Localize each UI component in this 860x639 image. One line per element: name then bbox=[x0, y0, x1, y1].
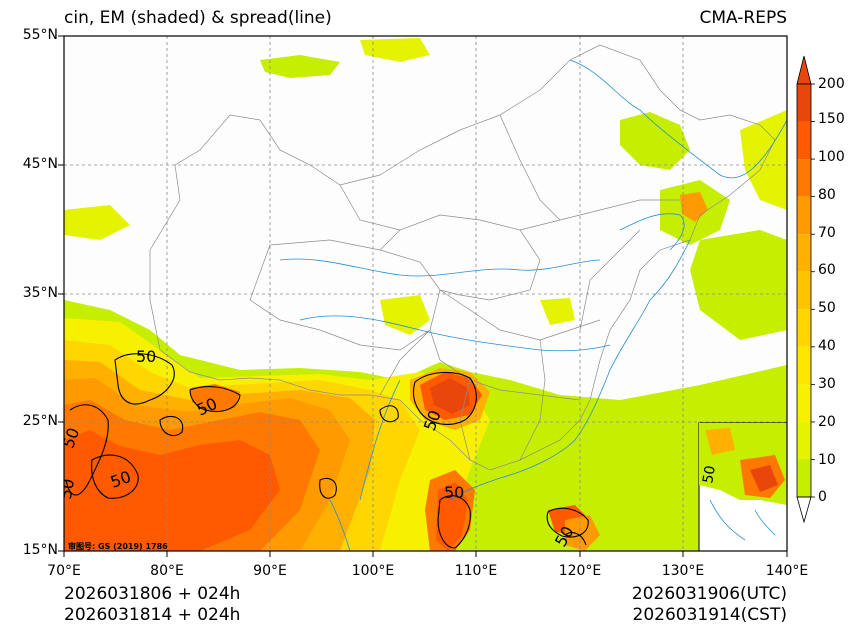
lat-label-35: 35°N bbox=[22, 285, 58, 301]
colorbar-segment bbox=[797, 159, 811, 197]
colorbar-segment bbox=[797, 421, 811, 460]
lon-label-90: 90°E bbox=[253, 563, 287, 579]
contour-label-3: 50 bbox=[56, 477, 78, 500]
axis-ticks bbox=[58, 35, 788, 557]
init-time-1: 2026031806 + 024h bbox=[64, 584, 241, 604]
inset-contour-label: 50 bbox=[700, 464, 719, 484]
init-time-2: 2026031814 + 024h bbox=[64, 605, 241, 625]
rivers-coastlines bbox=[279, 59, 787, 551]
colorbar-label: 60 bbox=[818, 262, 836, 278]
colorbar bbox=[796, 55, 815, 524]
lat-label-55: 55°N bbox=[22, 27, 58, 43]
map-credit: 审图号: GS (2019) 1786 bbox=[68, 541, 168, 551]
colorbar-label: 50 bbox=[818, 300, 836, 316]
colorbar-segment bbox=[797, 384, 811, 422]
init-time-block: 2026031806 + 024h 2026031814 + 024h bbox=[64, 584, 240, 626]
colorbar-label: 20 bbox=[818, 414, 836, 430]
model-name: CMA-REPS bbox=[699, 8, 787, 28]
colorbar-label: 30 bbox=[818, 376, 836, 392]
lat-label-45: 45°N bbox=[22, 156, 58, 172]
colorbar-label: 40 bbox=[818, 338, 836, 354]
colorbar-label: 70 bbox=[818, 225, 836, 241]
colorbar-segment bbox=[797, 84, 811, 122]
contour-label-1: 50 bbox=[136, 347, 156, 366]
colorbar-segment bbox=[797, 346, 811, 385]
colorbar-label: 0 bbox=[818, 489, 827, 505]
valid-time-block: 2026031906(UTC) 2026031914(CST) bbox=[632, 584, 787, 626]
spread-contours bbox=[65, 353, 589, 549]
colorbar-extend-max bbox=[796, 55, 812, 85]
lat-label-15: 15°N bbox=[22, 542, 58, 558]
colorbar-segment bbox=[797, 234, 811, 272]
colorbar-segment bbox=[797, 309, 811, 347]
lon-label-100: 100°E bbox=[351, 563, 395, 579]
colorbar-frame bbox=[796, 83, 812, 498]
lat-label-25: 25°N bbox=[22, 413, 58, 429]
south-china-sea-inset: 50 bbox=[698, 422, 788, 552]
graticule bbox=[64, 36, 787, 551]
colorbar-segment bbox=[797, 121, 811, 160]
colorbar-label: 10 bbox=[818, 452, 836, 468]
lon-label-120: 120°E bbox=[558, 563, 602, 579]
colorbar-label: 80 bbox=[818, 187, 836, 203]
lon-label-140: 140°E bbox=[765, 563, 809, 579]
lon-label-70: 70°E bbox=[47, 563, 81, 579]
colorbar-segment bbox=[797, 196, 811, 235]
colorbar-extend-min bbox=[796, 496, 812, 524]
lon-label-130: 130°E bbox=[661, 563, 705, 579]
colorbar-label: 100 bbox=[818, 149, 845, 165]
lon-label-80: 80°E bbox=[150, 563, 184, 579]
admin-boundaries bbox=[149, 44, 776, 471]
lon-label-110: 110°E bbox=[454, 563, 498, 579]
valid-time-utc: 2026031906(UTC) bbox=[631, 584, 787, 604]
contour-label-2: 50 bbox=[58, 425, 83, 451]
colorbar-label: 150 bbox=[818, 111, 845, 127]
colorbar-segment bbox=[797, 271, 811, 310]
contour-label-7: 50 bbox=[444, 483, 464, 502]
chart-title: cin, EM (shaded) & spread(line) bbox=[64, 8, 332, 28]
valid-time-cst: 2026031914(CST) bbox=[632, 605, 787, 625]
colorbar-label: 200 bbox=[818, 76, 845, 92]
colorbar-segment bbox=[797, 459, 811, 497]
